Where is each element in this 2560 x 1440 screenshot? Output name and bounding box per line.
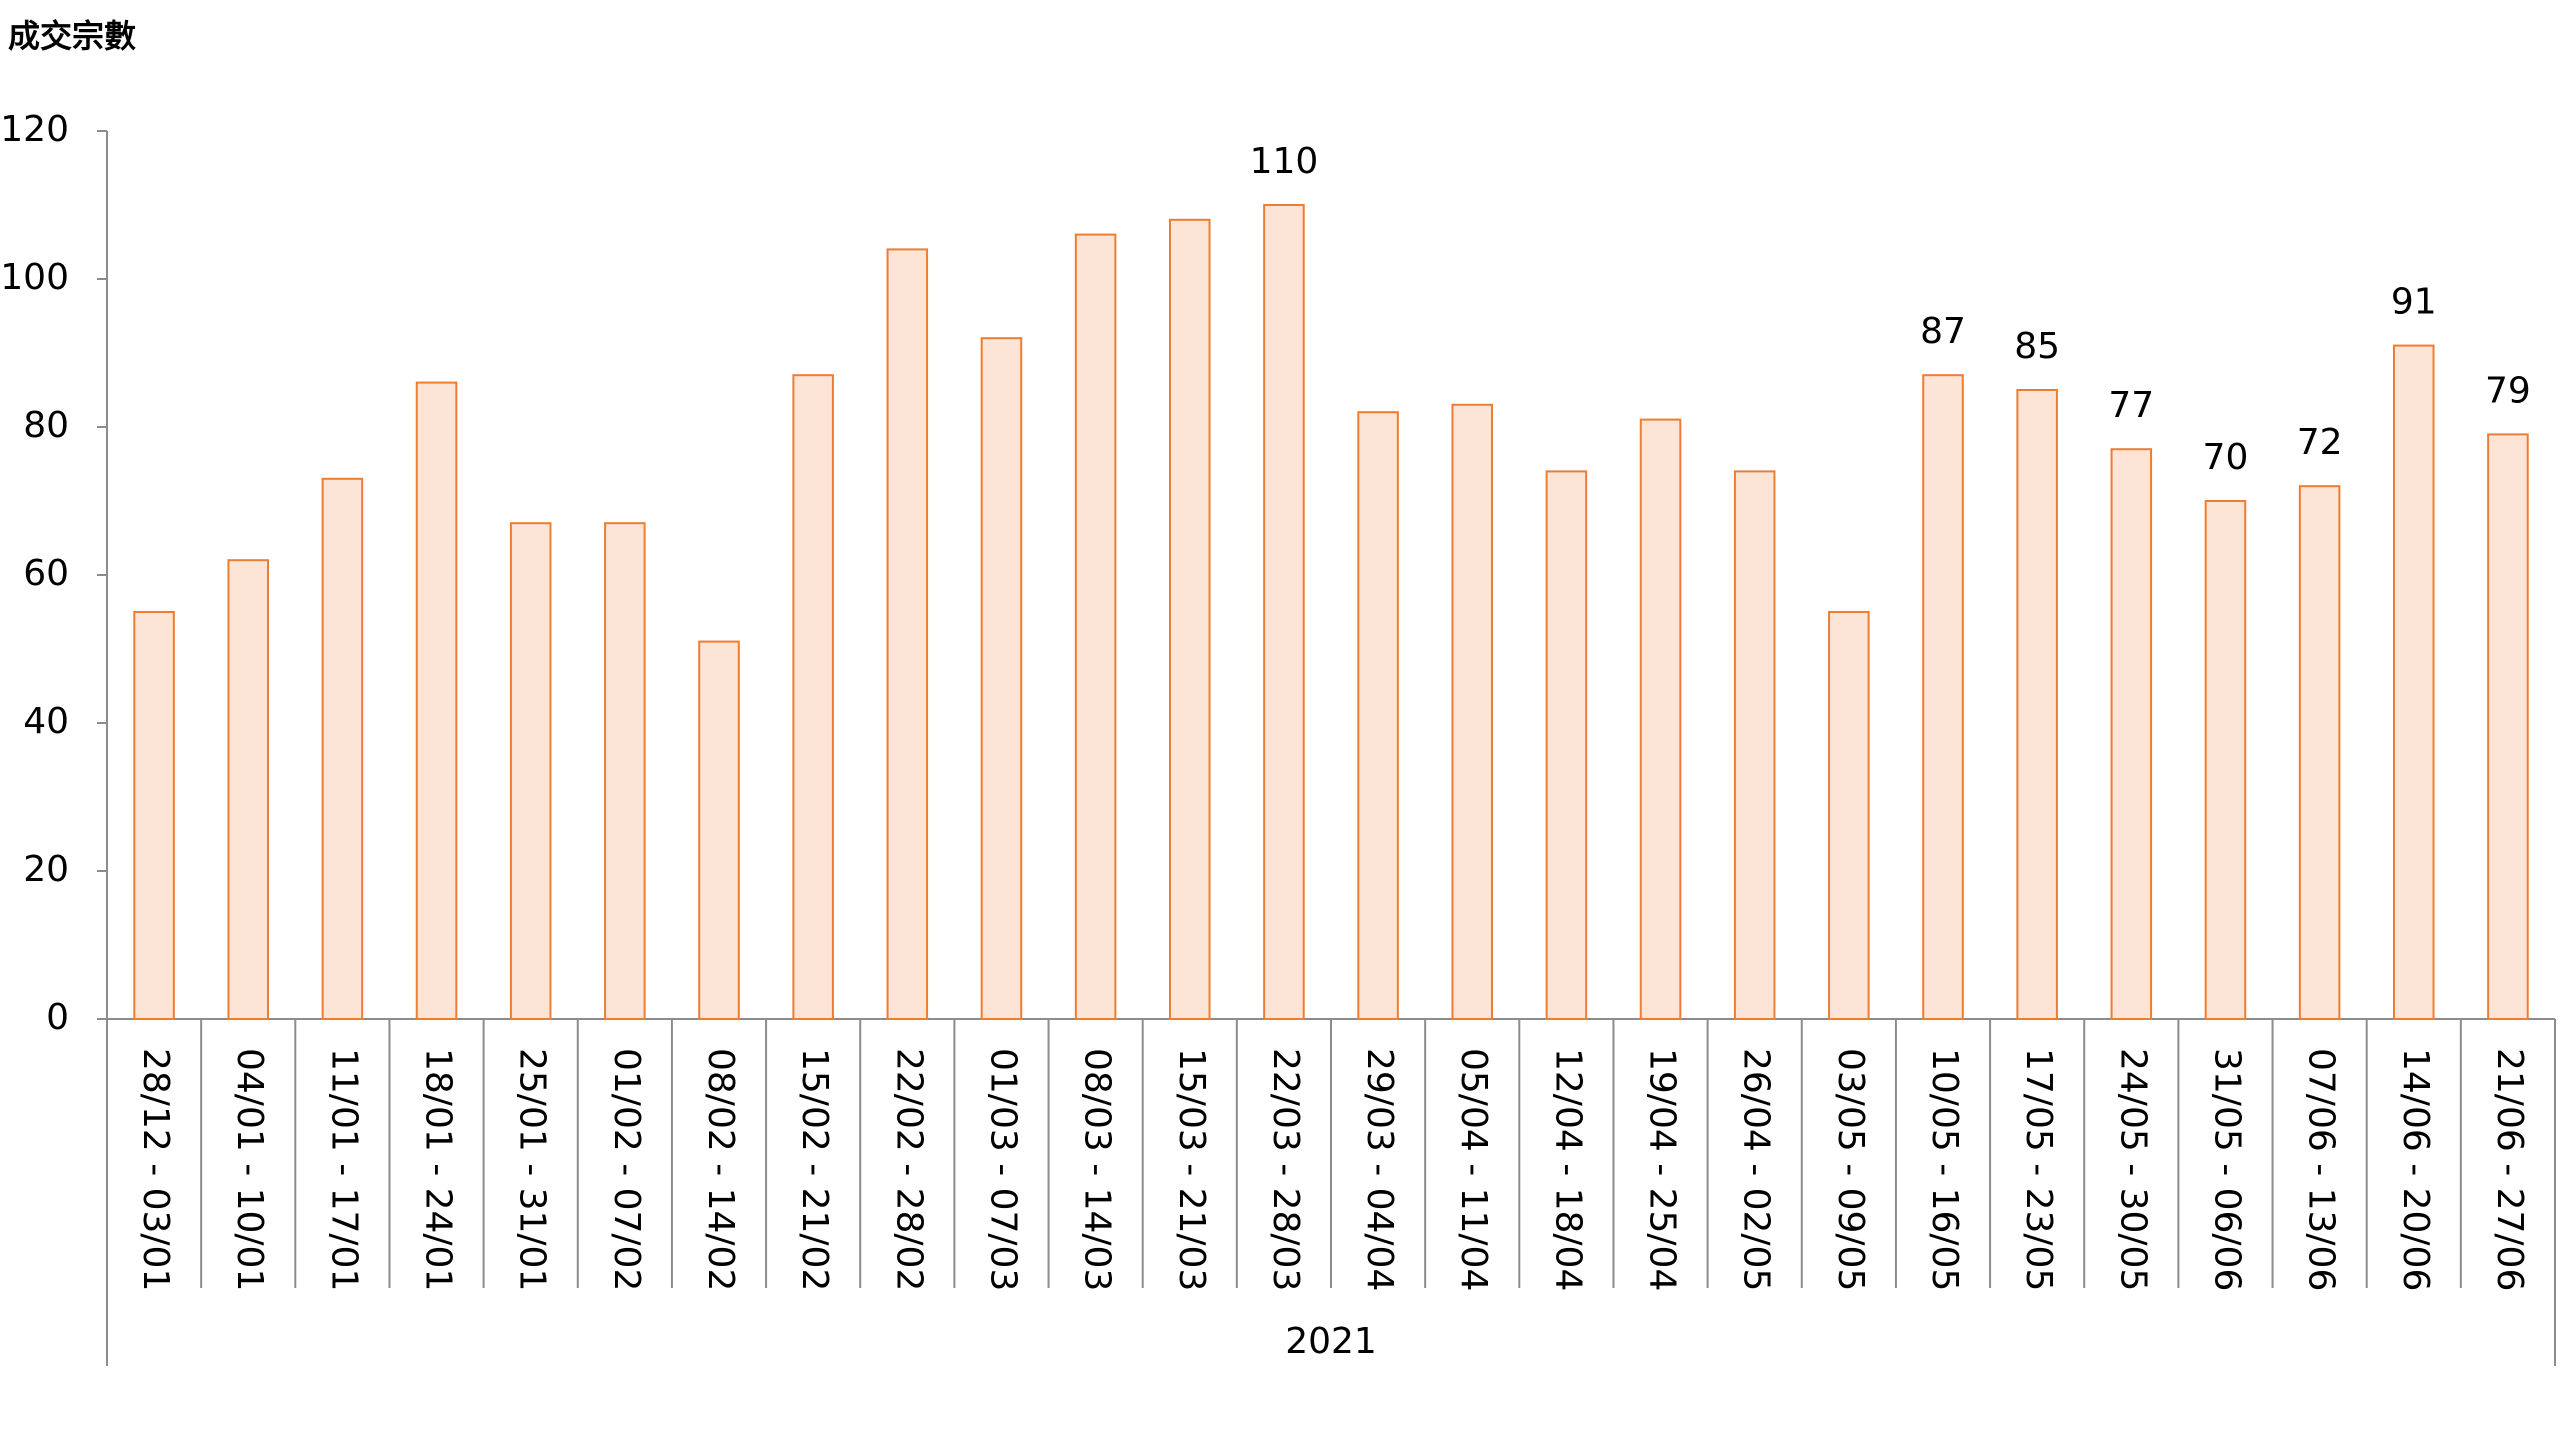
data-label: 87	[1920, 311, 1966, 352]
x-tick-label: 08/02 - 14/02	[700, 1048, 741, 1291]
x-tick-label: 26/04 - 02/05	[1736, 1048, 1777, 1291]
bar	[1733, 470, 1776, 1020]
bar	[227, 559, 270, 1020]
y-tick-label: 80	[23, 405, 69, 446]
bar	[415, 381, 458, 1021]
x-tick-label: 22/02 - 28/02	[888, 1048, 929, 1291]
bar	[133, 611, 175, 1020]
x-tick-label: 05/04 - 11/04	[1453, 1048, 1494, 1291]
x-tick-label: 17/05 - 23/05	[2018, 1048, 2059, 1291]
bar	[1168, 218, 1211, 1021]
data-label: 77	[2108, 385, 2154, 426]
y-tick-label: 100	[0, 257, 69, 298]
x-tick-label: 29/03 - 04/04	[1359, 1048, 1400, 1291]
x-tick-label: 01/02 - 07/02	[606, 1048, 647, 1291]
bar	[2110, 448, 2153, 1020]
x-tick-label: 03/05 - 09/05	[1830, 1048, 1871, 1291]
bar	[2016, 389, 2058, 1020]
y-tick-label: 0	[46, 997, 69, 1038]
bar	[2204, 500, 2247, 1020]
bar	[1074, 233, 1117, 1021]
x-tick-label: 31/05 - 06/06	[2206, 1048, 2247, 1291]
bar	[1263, 204, 1305, 1020]
x-tick-label: 24/05 - 30/05	[2112, 1048, 2153, 1291]
data-label: 85	[2014, 326, 2060, 367]
bar	[1545, 470, 1588, 1020]
bar	[1922, 374, 1964, 1020]
bar	[2392, 344, 2435, 1021]
x-tick-label: 22/03 - 28/03	[1265, 1048, 1306, 1291]
bar	[792, 374, 834, 1020]
group-label: 2021	[1285, 1321, 1377, 1362]
x-tick-label: 19/04 - 25/04	[1642, 1048, 1683, 1291]
x-tick-label: 01/03 - 07/03	[982, 1048, 1023, 1291]
x-tick-label: 11/01 - 17/01	[323, 1048, 364, 1291]
bar	[1828, 611, 1870, 1020]
x-tick-label: 21/06 - 27/06	[2489, 1048, 2530, 1291]
bar	[604, 522, 646, 1020]
data-label: 70	[2203, 437, 2249, 478]
bar	[1357, 411, 1399, 1020]
y-tick-label: 60	[23, 553, 69, 594]
data-label: 91	[2391, 282, 2437, 323]
data-label: 72	[2297, 422, 2343, 463]
x-tick-label: 08/03 - 14/03	[1077, 1048, 1118, 1291]
bar	[698, 640, 740, 1020]
bar	[886, 248, 929, 1020]
bar	[1451, 403, 1494, 1020]
bar	[2298, 485, 2341, 1020]
x-tick-label: 12/04 - 18/04	[1547, 1048, 1588, 1291]
data-label: 79	[2485, 370, 2531, 411]
bar	[2487, 433, 2529, 1020]
x-tick-label: 25/01 - 31/01	[512, 1048, 553, 1291]
bar	[980, 337, 1023, 1020]
x-tick-label: 04/01 - 10/01	[229, 1048, 270, 1291]
x-tick-label: 28/12 - 03/01	[135, 1048, 176, 1291]
y-tick-label: 20	[23, 849, 69, 890]
x-tick-label: 15/03 - 21/03	[1171, 1048, 1212, 1291]
bar	[1639, 418, 1682, 1021]
y-tick-label: 120	[0, 109, 69, 150]
bar	[321, 477, 364, 1020]
x-tick-label: 14/06 - 20/06	[2395, 1048, 2436, 1291]
bar	[509, 522, 552, 1020]
y-tick-label: 40	[23, 701, 69, 742]
y-axis-title: 成交宗數	[8, 17, 136, 55]
x-tick-label: 15/02 - 21/02	[794, 1048, 835, 1291]
x-tick-label: 10/05 - 16/05	[1924, 1048, 1965, 1291]
x-tick-label: 18/01 - 24/01	[418, 1048, 459, 1291]
data-label: 110	[1250, 141, 1319, 182]
x-tick-label: 07/06 - 13/06	[2301, 1048, 2342, 1291]
